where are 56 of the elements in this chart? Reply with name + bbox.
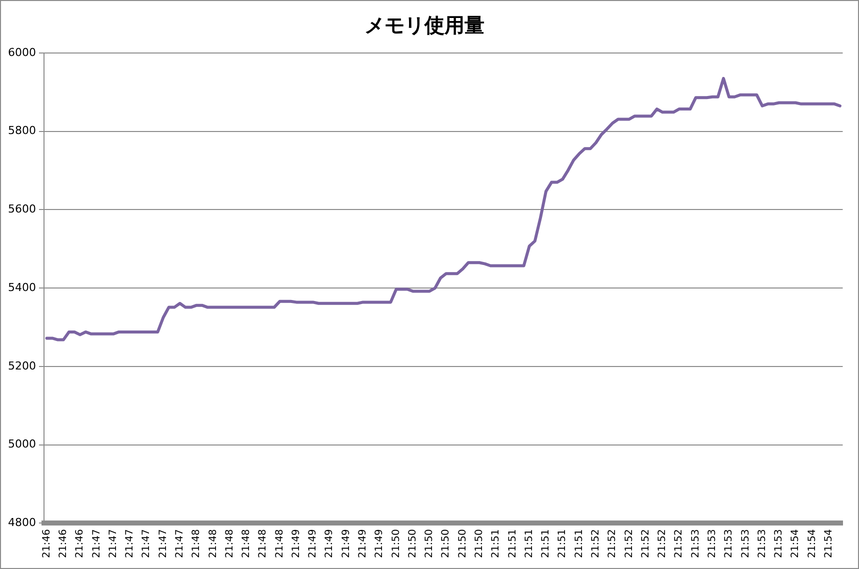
- x-tick-label: 21:52: [624, 529, 635, 558]
- x-tick-label: 21:50: [390, 529, 402, 558]
- x-tick-label: 21:53: [706, 529, 718, 558]
- x-tick-label: 21:49: [324, 529, 336, 558]
- y-tick-label: 5600: [8, 202, 36, 216]
- x-tick-label: 21:49: [340, 529, 352, 558]
- x-tick-label: 21:47: [141, 529, 152, 558]
- y-tick-label: 4800: [8, 516, 36, 530]
- x-tick-label: 21:49: [374, 529, 386, 558]
- x-tick-label: 21:46: [58, 529, 69, 558]
- x-tick-label: 21:48: [191, 529, 202, 558]
- x-tick-label: 21:46: [41, 529, 52, 558]
- x-tick-label: 21:53: [724, 529, 735, 558]
- x-tick-label: 21:51: [490, 529, 502, 558]
- x-tick-label: 21:50: [474, 529, 486, 558]
- x-tick-label: 21:54: [806, 529, 818, 558]
- x-tick-label: 21:47: [174, 529, 186, 558]
- x-tick-label: 21:48: [258, 529, 269, 558]
- x-tick-label: 21:47: [158, 529, 169, 558]
- x-tick-label: 21:54: [823, 529, 834, 558]
- x-tick-label: 21:51: [557, 529, 568, 558]
- x-tick-label: 21:49: [308, 529, 319, 558]
- x-tick-label: 21:47: [108, 529, 119, 558]
- x-tick-label: 21:47: [124, 529, 136, 558]
- y-tick-label: 5800: [8, 124, 36, 138]
- x-tick-label: 21:52: [657, 529, 668, 558]
- y-tick-label: 5200: [8, 359, 36, 372]
- x-tick-label: 21:48: [274, 529, 286, 558]
- chart-title: メモリ使用量: [364, 13, 484, 38]
- x-tick-label: 21:46: [74, 529, 86, 558]
- x-tick-label: 21:52: [590, 529, 602, 558]
- y-tick-label: 6000: [8, 46, 36, 59]
- x-tick-label: 21:48: [241, 529, 252, 558]
- x-tick-label: 21:47: [91, 529, 102, 558]
- x-tick-label: 21:52: [674, 529, 685, 558]
- x-tick-label: 21:52: [640, 529, 652, 558]
- x-tick-label: 21:50: [440, 529, 452, 558]
- x-tick-label: 21:49: [358, 529, 369, 558]
- x-tick-label: 21:51: [540, 529, 552, 558]
- x-tick-label: 21:49: [290, 529, 302, 558]
- x-tick-label: 21:48: [208, 529, 219, 558]
- x-tick-label: 21:51: [507, 529, 518, 558]
- x-tick-label: 21:50: [457, 529, 468, 558]
- x-tick-label: 21:54: [790, 529, 802, 558]
- x-tick-label: 21:53: [756, 529, 768, 558]
- x-tick-label: 21:51: [524, 529, 535, 558]
- x-tick-label: 21:53: [690, 529, 702, 558]
- y-tick-label: 5400: [8, 280, 36, 294]
- y-tick-label: 5000: [8, 438, 36, 451]
- x-tick-label: 21:50: [424, 529, 436, 558]
- x-tick-label: 21:50: [407, 529, 418, 558]
- x-tick-label: 21:51: [574, 529, 585, 558]
- x-tick-label: 21:53: [740, 529, 752, 558]
- x-tick-label: 21:48: [224, 529, 236, 558]
- x-tick-label: 21:52: [607, 529, 618, 558]
- x-tick-label: 21:53: [774, 529, 785, 558]
